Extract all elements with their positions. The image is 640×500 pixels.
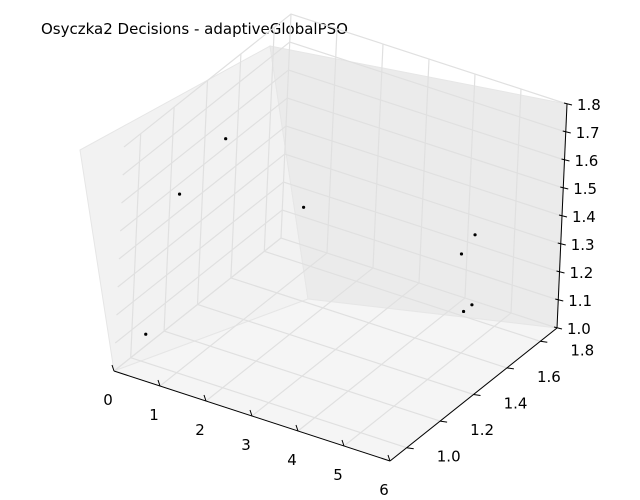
- z-gridline: [118, 125, 563, 260]
- z-tick: [556, 270, 565, 274]
- x-tick: [249, 409, 253, 417]
- x-tick: [341, 439, 345, 447]
- x-tick: [157, 379, 161, 387]
- z-tick-label: 1.8: [577, 96, 601, 114]
- y-tick-label: 1.0: [437, 448, 461, 466]
- x-tick-label: 4: [287, 451, 297, 469]
- y-tick: [473, 394, 481, 396]
- x-tick-label: 2: [195, 421, 205, 439]
- z-tick-label: 1.0: [567, 320, 591, 338]
- y-tick: [506, 367, 514, 370]
- y-tick: [440, 420, 448, 423]
- z-gridline: [117, 153, 561, 288]
- chart-title: Osyczka2 Decisions - adaptiveGlobalPSO: [41, 20, 348, 38]
- data-point: [144, 332, 148, 336]
- x-tick-label: 1: [149, 406, 159, 424]
- data-point: [461, 309, 466, 314]
- z-tick: [561, 158, 570, 162]
- x-tick: [111, 364, 115, 372]
- back-pane: [269, 45, 568, 329]
- axes: [111, 102, 573, 462]
- z-tick-label: 1.1: [568, 292, 592, 310]
- data-point: [470, 303, 474, 307]
- z-gridline: [116, 181, 560, 316]
- y-tick: [406, 447, 414, 450]
- z-tick: [563, 102, 573, 106]
- x-tick: [295, 424, 299, 432]
- z-tick-label: 1.2: [570, 264, 594, 282]
- x-tick-label: 3: [241, 436, 251, 454]
- data-point: [473, 233, 477, 237]
- y-tick-label: 1.8: [570, 341, 594, 359]
- x-tick-label: 6: [379, 481, 389, 499]
- z-tick-label: 1.5: [573, 180, 597, 198]
- z-tick: [553, 326, 563, 330]
- z-gridline: [113, 237, 558, 372]
- z-tick-label: 1.7: [576, 124, 600, 142]
- data-point: [224, 137, 228, 141]
- z-gridline: [122, 41, 566, 176]
- data-point: [459, 252, 464, 256]
- z-tick: [557, 242, 566, 246]
- y-tick-label: 1.2: [470, 421, 494, 439]
- z-tick: [562, 130, 571, 134]
- x-tick-label: 0: [103, 391, 113, 409]
- z-gridline: [119, 97, 564, 232]
- x-tick-label: 5: [333, 466, 343, 484]
- z-tick: [558, 214, 568, 218]
- y-tick-label: 1.4: [504, 395, 528, 413]
- x-tick: [203, 394, 207, 402]
- z-tick: [560, 186, 569, 190]
- z-tick-label: 1.3: [571, 236, 595, 254]
- z-tick-label: 1.6: [575, 152, 599, 170]
- y-tick: [540, 340, 548, 343]
- data-points: [144, 137, 477, 336]
- z-tick: [555, 298, 564, 302]
- x-tick: [387, 454, 391, 462]
- z-gridline: [123, 13, 568, 148]
- z-tick-label: 1.4: [572, 208, 596, 226]
- z-gridline: [121, 69, 565, 204]
- data-point: [177, 192, 182, 196]
- z-gridline: [114, 209, 559, 344]
- y-tick-label: 1.6: [537, 368, 561, 386]
- tick-labels: 0 1 2 3 4 5 6 1.0 1.2 1.4 1.6 1.8 1.0 1.1 1.2 1.3 1.4 1.5…: [103, 96, 601, 499]
- data-point: [302, 205, 306, 209]
